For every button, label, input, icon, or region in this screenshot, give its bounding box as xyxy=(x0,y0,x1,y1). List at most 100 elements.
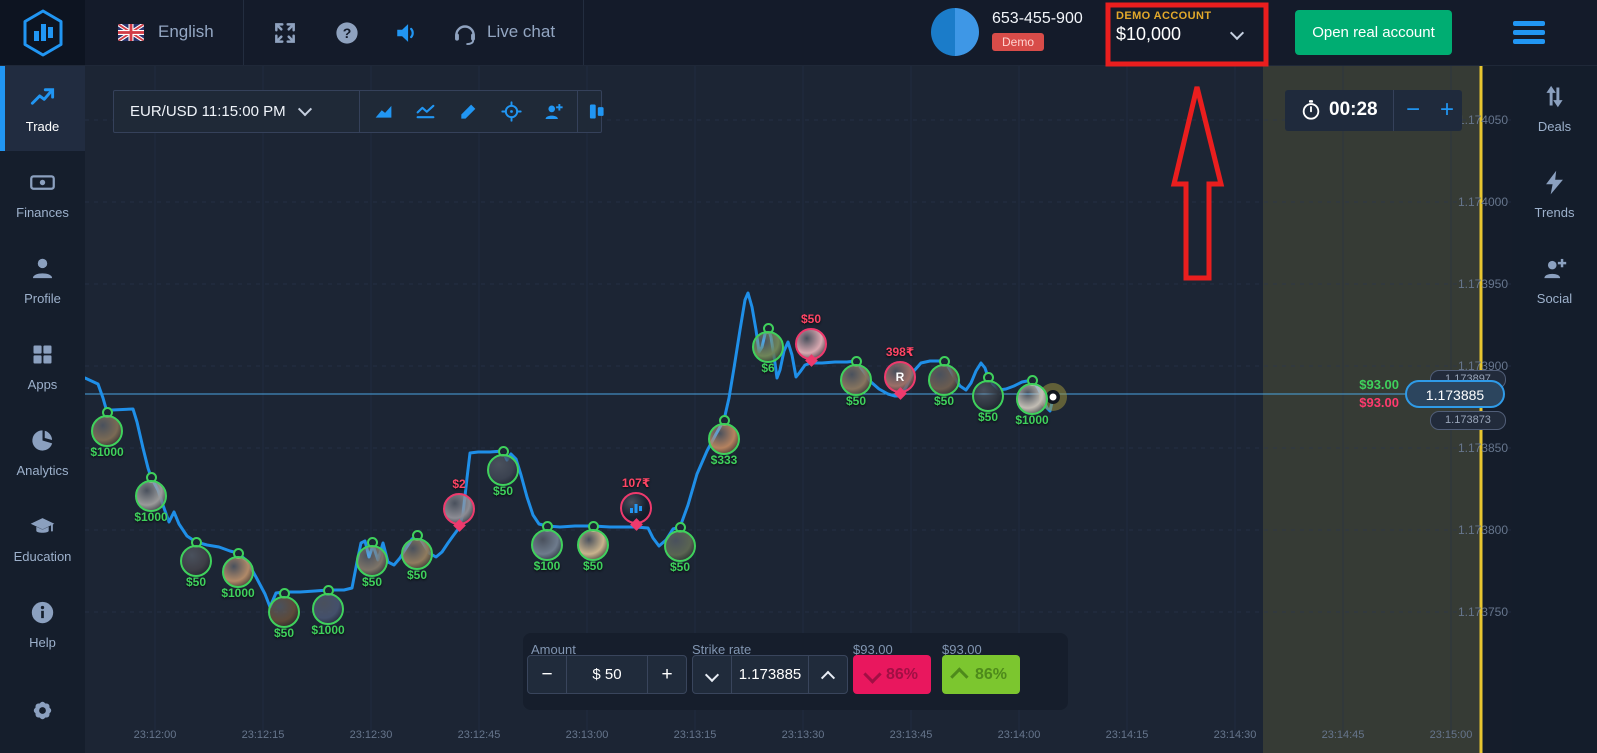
left-sidebar: Trade Finances Profile Apps Analytics Educati… xyxy=(0,65,85,753)
trade-amount-label: $1000 xyxy=(134,510,168,524)
amount-value[interactable]: $ 50 xyxy=(566,656,648,693)
fullscreen-icon[interactable] xyxy=(272,20,298,46)
sidebar-item-apps[interactable]: Apps xyxy=(0,323,85,409)
amount-decrease-button[interactable]: − xyxy=(541,663,553,685)
time-tick: 23:14:45 xyxy=(1321,729,1365,741)
education-icon xyxy=(29,513,56,540)
trader-avatar xyxy=(487,454,519,486)
sidebar-item-help[interactable]: Help xyxy=(0,581,85,667)
trade-amount-label: $50 xyxy=(933,394,955,408)
sidebar-item-social[interactable]: Social xyxy=(1512,237,1597,323)
menu-icon[interactable] xyxy=(1513,21,1545,44)
sidebar-item-analytics[interactable]: Analytics xyxy=(0,409,85,495)
right-sidebar: Deals Trends Social xyxy=(1512,65,1597,753)
trade-amount-label: $100 xyxy=(533,559,561,573)
top-header: English Live chat 653-455-900 Demo DEMO … xyxy=(0,0,1597,66)
trader-avatar xyxy=(268,596,300,628)
sidebar-item-deals[interactable]: Deals xyxy=(1512,65,1597,151)
sidebar-item-label: Deals xyxy=(1537,118,1572,134)
sidebar-item-label: Help xyxy=(29,634,56,650)
up-payout-value: $93.00 xyxy=(942,642,982,657)
time-tick: 23:15:00 xyxy=(1429,729,1473,741)
trade-amount-label: $1000 xyxy=(221,586,255,600)
account-id: 653-455-900 xyxy=(992,10,1083,27)
time-tick: 23:13:00 xyxy=(565,729,609,741)
buy-up-button[interactable]: 86% xyxy=(942,655,1020,694)
sidebar-item-finances[interactable]: Finances xyxy=(0,151,85,237)
apps-icon xyxy=(29,341,56,368)
trade-amount-label: $50 xyxy=(977,410,999,424)
price-line-series xyxy=(83,291,1055,609)
line-chart-icon[interactable] xyxy=(415,101,436,122)
trends-icon xyxy=(1541,169,1568,196)
trade-panel: Amount − $ 50 + Strike rate 1.173885 $93… xyxy=(523,633,1068,710)
time-tick: 23:12:45 xyxy=(457,729,501,741)
time-tick: 23:13:45 xyxy=(889,729,933,741)
brand-hexagon-icon xyxy=(23,9,62,56)
layout-grid-icon[interactable] xyxy=(586,101,607,122)
sidebar-item-profile[interactable]: Profile xyxy=(0,237,85,323)
asset-label: EUR/USD 11:15:00 PM xyxy=(130,103,286,120)
trader-avatar xyxy=(928,364,960,396)
trader-initial: R xyxy=(895,370,905,384)
asset-selector[interactable]: EUR/USD 11:15:00 PM xyxy=(114,91,359,132)
logo[interactable] xyxy=(0,0,85,65)
sell-down-button[interactable]: 86% xyxy=(853,655,931,694)
payout-up-value: $93.00 xyxy=(1359,377,1399,392)
help-icon[interactable] xyxy=(334,20,360,46)
trade-amount-label: $2 xyxy=(452,477,466,491)
strike-increase-button[interactable] xyxy=(809,656,847,693)
help-icon xyxy=(29,599,56,626)
expiry-decrease-button[interactable]: − xyxy=(1397,94,1429,126)
trader-avatar xyxy=(840,364,872,396)
open-real-account-button[interactable]: Open real account xyxy=(1295,10,1452,55)
trade-amount-label: $50 xyxy=(669,560,691,574)
trader-avatar xyxy=(312,593,344,625)
language-selector[interactable]: English xyxy=(158,22,214,41)
sidebar-item-settings[interactable] xyxy=(0,667,85,753)
sound-icon[interactable] xyxy=(394,20,420,46)
user-avatar[interactable] xyxy=(931,8,979,56)
amount-increase-button[interactable]: + xyxy=(661,663,673,685)
trade-amount-label: $1000 xyxy=(311,623,345,637)
sidebar-item-label: Apps xyxy=(27,376,58,392)
stopwatch-icon xyxy=(1300,99,1322,121)
trader-avatar xyxy=(135,480,167,512)
sidebar-item-label: Trends xyxy=(1534,204,1575,220)
expiry-increase-button[interactable]: + xyxy=(1431,94,1463,126)
arrow-down-icon xyxy=(863,665,882,684)
copy-trading-icon[interactable] xyxy=(543,101,564,122)
social-icon xyxy=(1541,255,1568,282)
strike-decrease-button[interactable] xyxy=(693,656,731,693)
sidebar-item-trade[interactable]: Trade xyxy=(0,65,85,151)
chevron-down-icon xyxy=(297,101,312,116)
sidebar-item-label: Education xyxy=(13,548,72,564)
current-price-pill: 1.173885 xyxy=(1405,380,1505,408)
sidebar-item-education[interactable]: Education xyxy=(0,495,85,581)
draw-tool-icon[interactable] xyxy=(458,101,479,122)
divider xyxy=(1393,90,1394,131)
trade-amount-label: $1000 xyxy=(90,445,124,459)
trade-amount-label: $333 xyxy=(710,453,738,467)
trade-amount-label: $50 xyxy=(492,484,514,498)
brand-mini-icon xyxy=(630,504,642,513)
price-tick: 1.173900 xyxy=(1457,359,1508,373)
trader-avatar xyxy=(664,530,696,562)
trade-icon xyxy=(29,83,56,110)
settings-icon xyxy=(29,697,56,724)
trader-avatar xyxy=(401,538,433,570)
price-tick: 1.174000 xyxy=(1457,195,1508,209)
trade-amount-label: $50 xyxy=(800,312,822,326)
headset-icon[interactable] xyxy=(452,20,478,46)
time-tick: 23:14:30 xyxy=(1213,729,1257,741)
live-chat-button[interactable]: Live chat xyxy=(487,22,556,41)
time-tick: 23:13:15 xyxy=(673,729,717,741)
crosshair-icon[interactable] xyxy=(501,101,522,122)
strike-rate-value[interactable]: 1.173885 xyxy=(731,656,809,693)
trade-amount-label: 398₹ xyxy=(885,345,915,359)
down-payout-value: $93.00 xyxy=(853,642,893,657)
area-chart-icon[interactable] xyxy=(373,101,394,122)
sidebar-item-trends[interactable]: Trends xyxy=(1512,151,1597,237)
